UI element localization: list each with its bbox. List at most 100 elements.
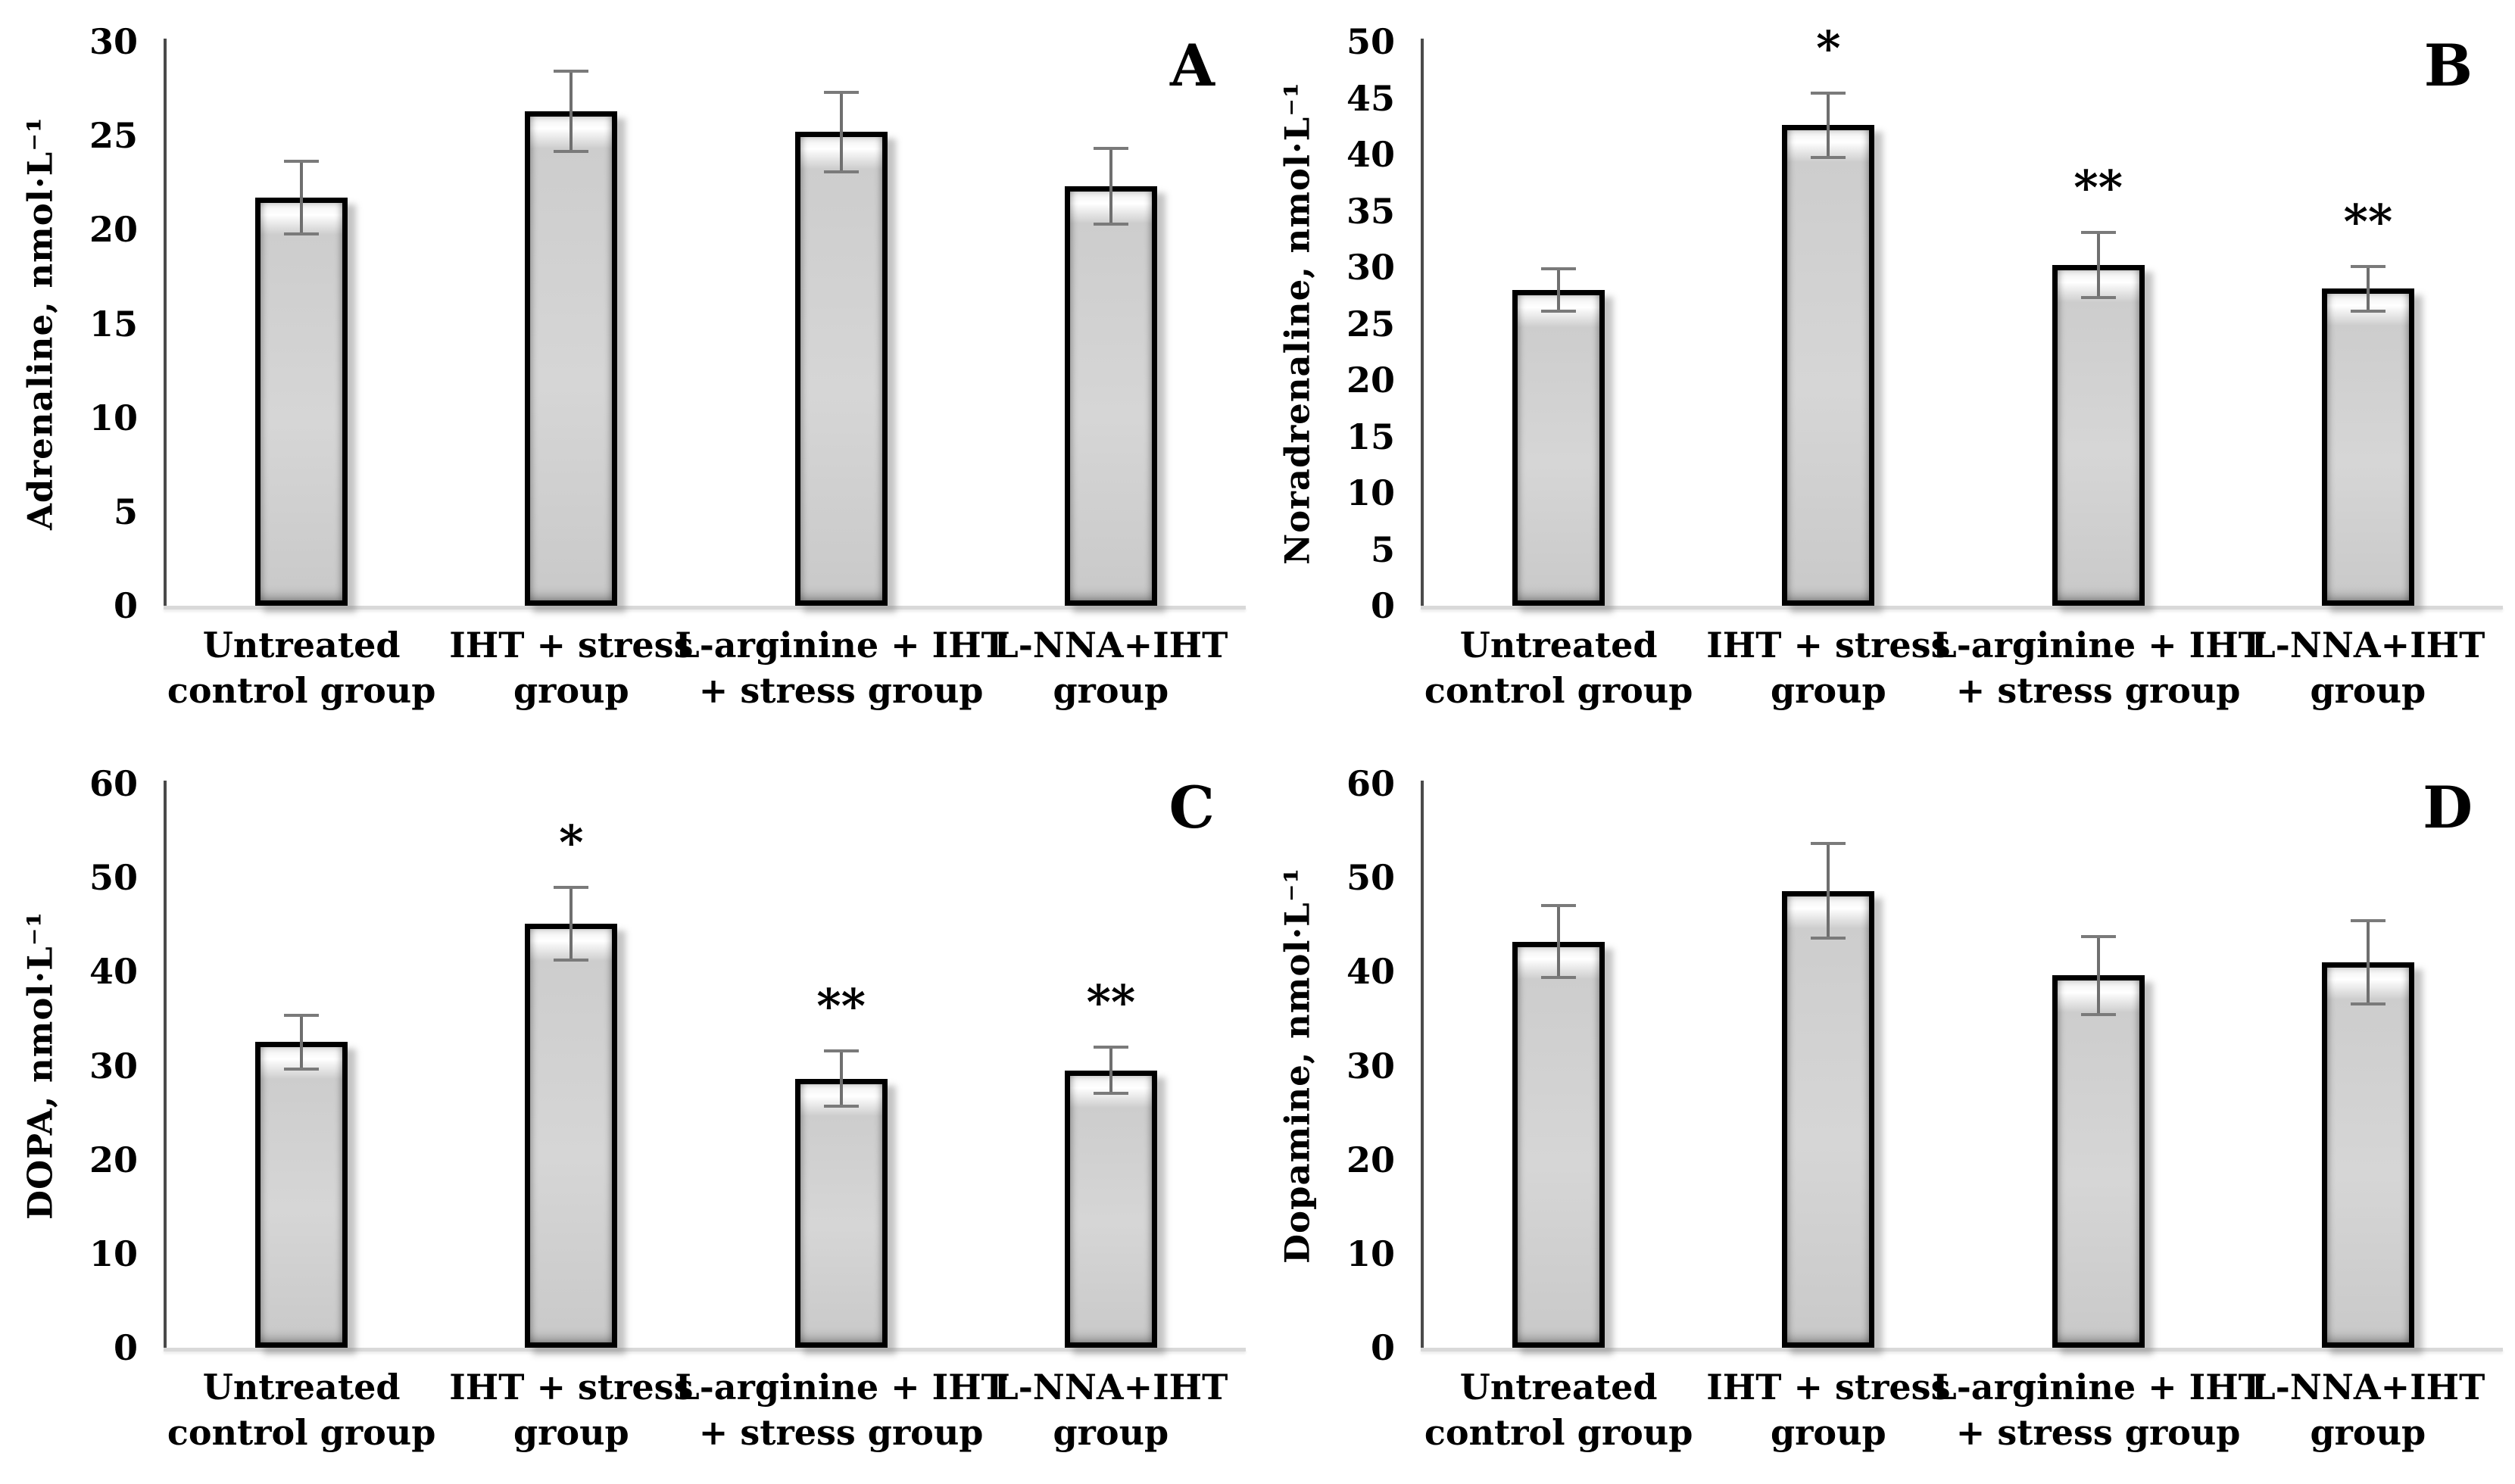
- y-tick-label: 0: [113, 585, 138, 626]
- panel-noradrenaline: Noradrenaline, nmol·L⁻¹ 0 5 10 15 20 25 30 35 40 4…: [1257, 0, 2515, 742]
- x-category-line1: Untreated: [1459, 1367, 1658, 1408]
- x-category-label: L-NNA+IHT group: [944, 1364, 1257, 1455]
- bar: [1512, 289, 1605, 606]
- x-category-line2: group: [513, 670, 629, 711]
- error-bar: [1827, 841, 1830, 940]
- error-cap-top: [1811, 91, 1846, 95]
- y-tick-label: 30: [89, 21, 138, 62]
- bar: [525, 924, 618, 1348]
- bar: [2052, 265, 2145, 606]
- x-baseline: [1421, 1348, 2503, 1352]
- x-category-line1: Untreated: [202, 1367, 401, 1408]
- error-cap-bottom: [2350, 309, 2386, 313]
- error-cap-top: [2350, 918, 2386, 922]
- bar: [1782, 125, 1875, 606]
- significance-marker: **: [816, 978, 866, 1034]
- significance-marker: **: [2343, 194, 2393, 250]
- error-bar: [569, 70, 573, 153]
- panel-letter: D: [2423, 774, 2473, 841]
- x-category-label: L-arginine + IHT + stress group: [675, 622, 1008, 713]
- x-category-line2: group: [2310, 670, 2426, 711]
- y-axis-line: [164, 39, 167, 610]
- error-cap-top: [1811, 841, 1846, 845]
- significance-marker: **: [1086, 974, 1136, 1030]
- x-category-line1: IHT + stress: [449, 1367, 694, 1408]
- plot-area: * ** **: [164, 781, 1246, 1352]
- x-category-label: Untreated control group: [1392, 1364, 1725, 1455]
- x-category-line1: IHT + stress: [1706, 625, 1951, 666]
- error-cap-top: [2080, 231, 2116, 235]
- plot-area: [164, 39, 1246, 610]
- x-category-line2: control group: [167, 670, 436, 711]
- error-cap-top: [284, 160, 320, 164]
- plot-area: * ** **: [1421, 24, 2503, 610]
- y-tick-label: 20: [89, 1139, 138, 1180]
- plot-area: [1421, 781, 2503, 1352]
- x-category-label: IHT + stress group: [404, 1364, 738, 1455]
- error-cap-top: [1093, 1046, 1128, 1049]
- y-tick-label: 60: [89, 763, 138, 804]
- x-category-line2: + stress group: [1955, 1412, 2241, 1453]
- y-tick-label: 50: [89, 857, 138, 899]
- x-category-line2: + stress group: [698, 670, 984, 711]
- y-tick-label: 35: [1346, 190, 1395, 232]
- y-tick-label: 50: [1346, 21, 1395, 62]
- error-bar: [1109, 147, 1112, 226]
- x-category-line1: L-NNA+IHT: [2251, 1367, 2485, 1408]
- panel-dopa: DOPA, nmol·L⁻¹ 0 10 20 30 40 50 60 * ** ** Untreate…: [0, 742, 1257, 1484]
- error-bar: [569, 886, 573, 962]
- y-axis-line: [164, 781, 167, 1352]
- x-category-line2: + stress group: [698, 1412, 984, 1453]
- x-category-label: L-arginine + IHT + stress group: [1932, 1364, 2265, 1455]
- error-cap-top: [1541, 903, 1577, 907]
- significance-marker: *: [559, 815, 584, 871]
- x-category-line2: group: [513, 1412, 629, 1453]
- bar: [794, 1078, 888, 1348]
- x-category-line2: group: [2310, 1412, 2426, 1453]
- y-tick-label: 5: [113, 491, 138, 532]
- error-cap-bottom: [2350, 1002, 2386, 1006]
- x-category-line1: L-arginine + IHT: [1932, 625, 2264, 666]
- error-cap-top: [823, 90, 859, 94]
- x-category-label: Untreated control group: [135, 622, 468, 713]
- x-category-label: Untreated control group: [1392, 622, 1725, 713]
- x-category-line2: control group: [1424, 670, 1693, 711]
- error-cap-bottom: [284, 232, 320, 235]
- error-cap-bottom: [284, 1067, 320, 1071]
- significance-marker: *: [1816, 20, 1841, 76]
- panel-letter: C: [1169, 774, 1215, 841]
- bar: [1064, 186, 1157, 606]
- error-cap-bottom: [1811, 155, 1846, 159]
- error-bar: [1827, 91, 1830, 159]
- error-cap-top: [554, 886, 589, 890]
- x-category-line2: group: [1053, 670, 1169, 711]
- error-bar: [1557, 267, 1561, 313]
- bar: [255, 1042, 348, 1348]
- y-tick-label: 20: [89, 209, 138, 251]
- y-tick-label: 10: [89, 1233, 138, 1274]
- y-tick-label: 0: [1370, 585, 1395, 626]
- error-cap-top: [823, 1049, 859, 1053]
- y-tick-label: 60: [1346, 763, 1395, 804]
- x-category-line1: L-NNA+IHT: [994, 625, 1228, 666]
- error-cap-top: [2080, 934, 2116, 938]
- x-baseline: [164, 606, 1246, 610]
- y-tick-label: 25: [89, 115, 138, 157]
- y-tick-label: 40: [1346, 134, 1395, 175]
- y-tick-label: 10: [89, 397, 138, 438]
- y-tick-label: 0: [113, 1327, 138, 1368]
- x-category-line2: group: [1771, 1412, 1886, 1453]
- error-cap-bottom: [2080, 295, 2116, 299]
- y-tick-label: 40: [1346, 951, 1395, 993]
- error-cap-bottom: [1811, 937, 1846, 940]
- bar: [2052, 975, 2145, 1348]
- y-tick-label: 30: [1346, 1045, 1395, 1086]
- error-bar: [300, 160, 304, 235]
- y-tick-label: 30: [1346, 247, 1395, 288]
- error-cap-bottom: [2080, 1012, 2116, 1016]
- y-tick-label: 45: [1346, 77, 1395, 119]
- y-axis-line: [1421, 781, 1424, 1352]
- x-category-line1: IHT + stress: [449, 625, 694, 666]
- error-bar: [2366, 265, 2370, 313]
